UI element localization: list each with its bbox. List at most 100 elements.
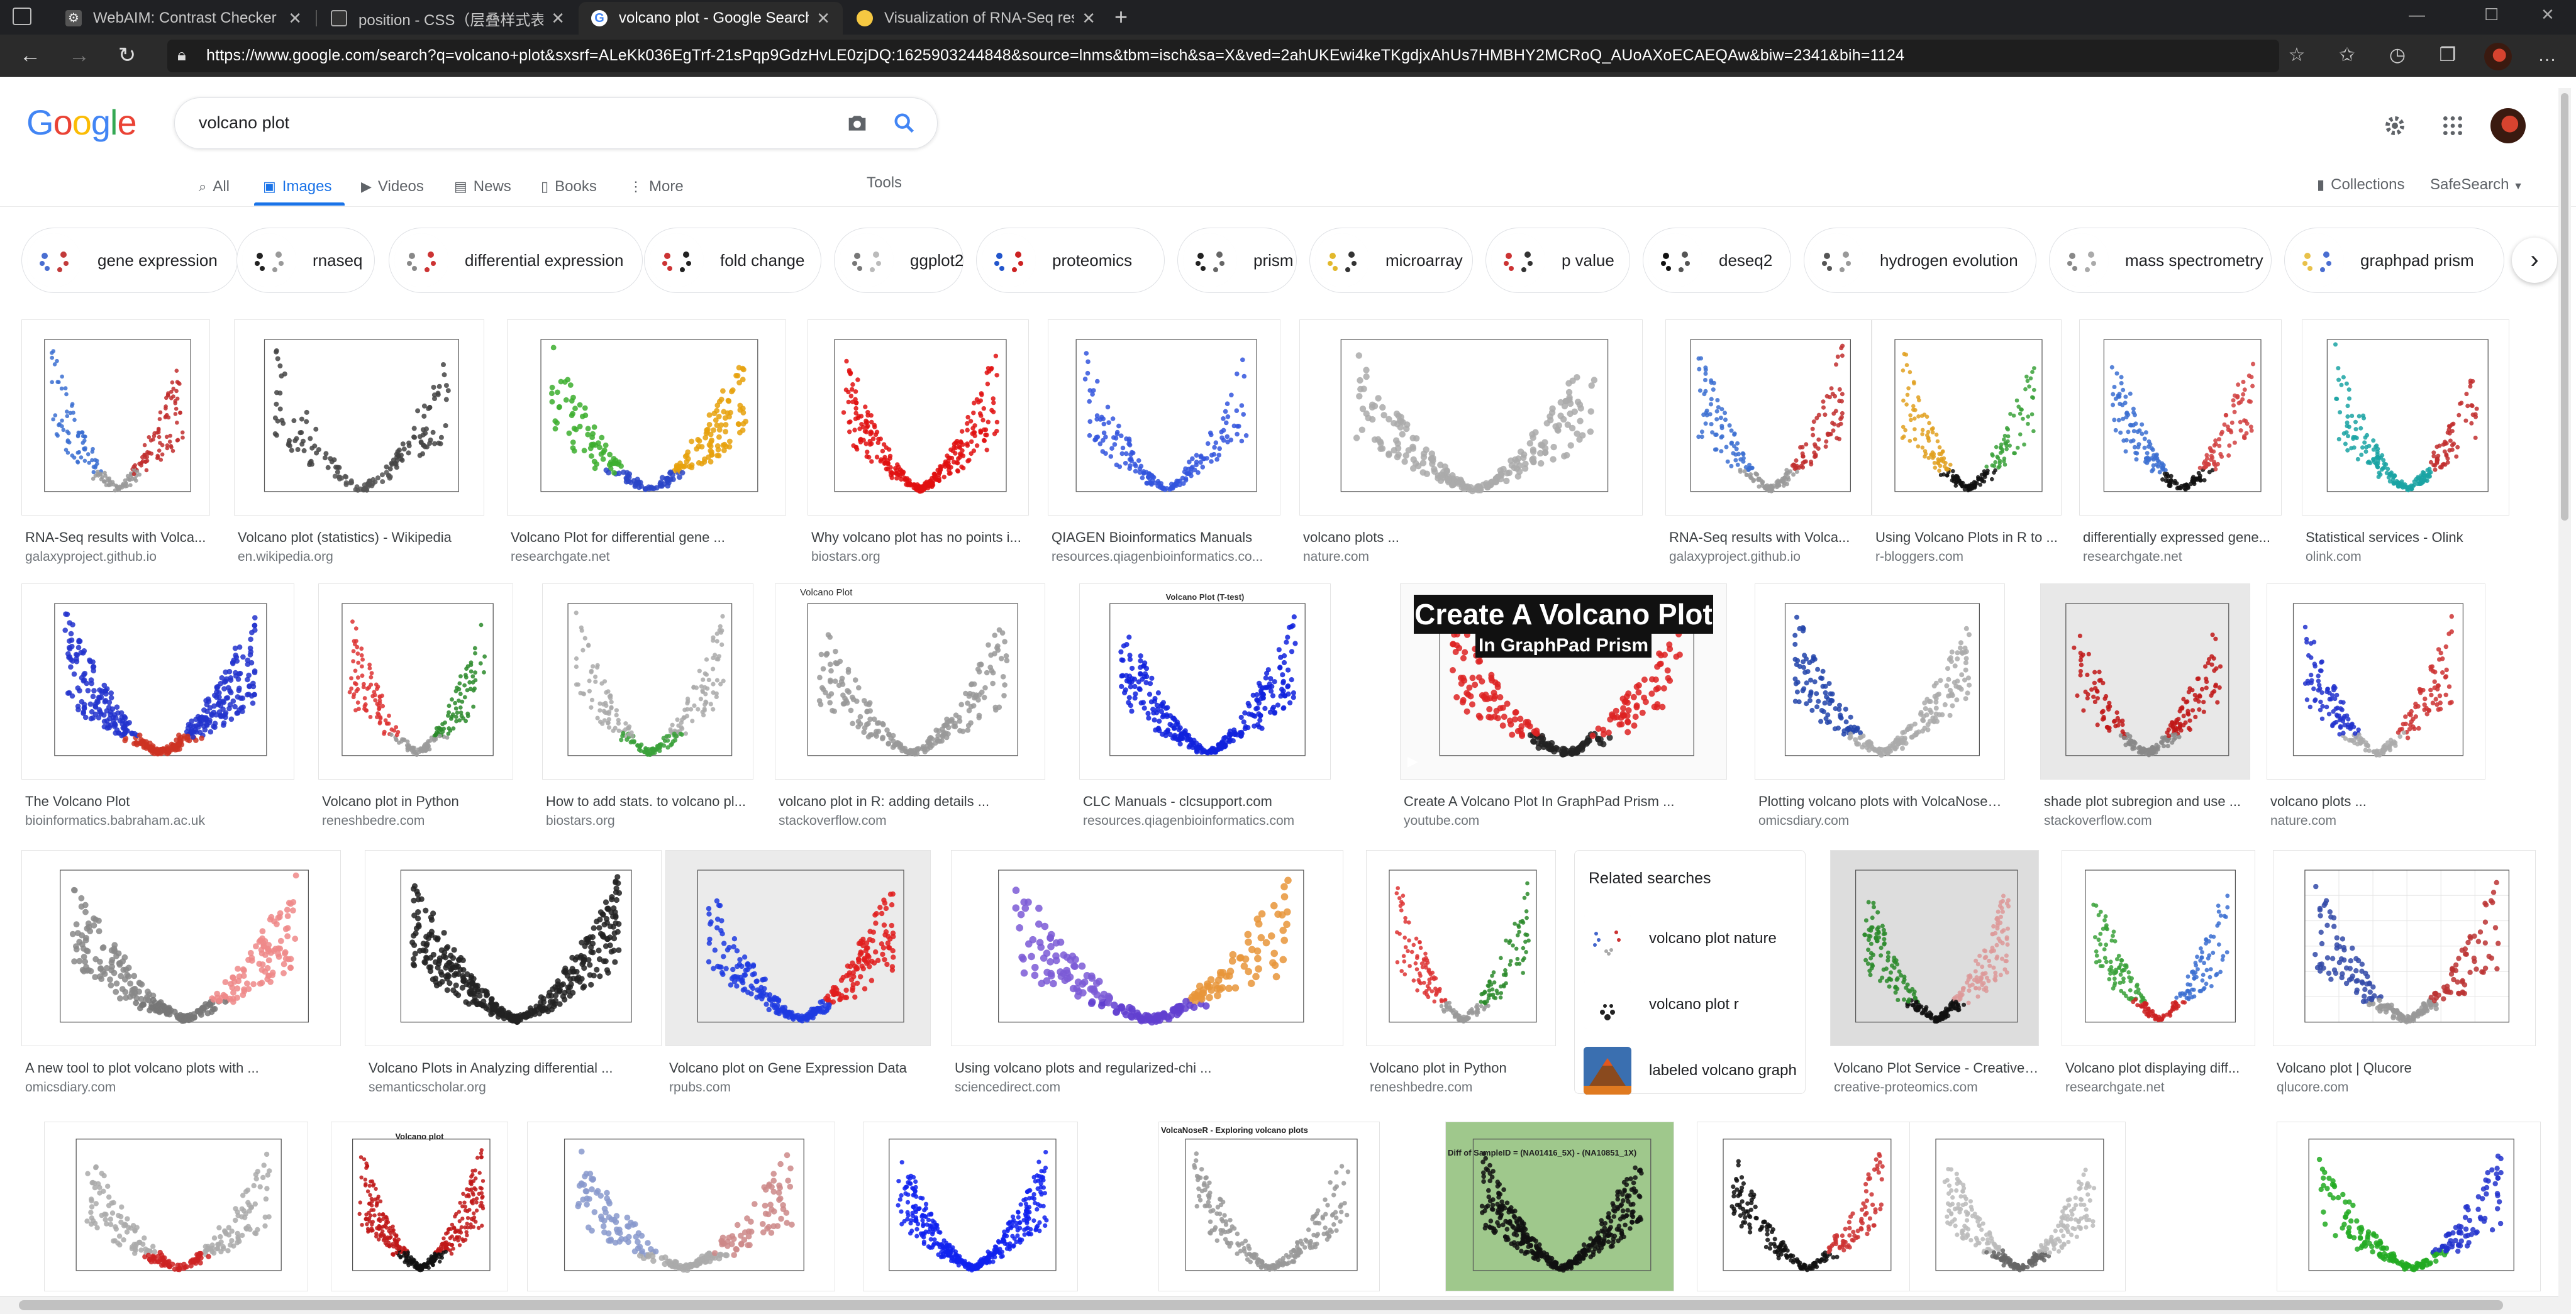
- chip-proteomics[interactable]: proteomics: [976, 228, 1165, 293]
- chip-hydrogen-evolution[interactable]: hydrogen evolution: [1804, 228, 2036, 293]
- result-title[interactable]: QIAGEN Bioinformatics Manuals: [1052, 529, 1253, 545]
- safesearch-button[interactable]: SafeSearch ▼: [2430, 176, 2523, 194]
- chevron-right-icon[interactable]: ›: [2512, 238, 2557, 283]
- result-title[interactable]: Volcano plot (statistics) - Wikipedia: [238, 529, 452, 545]
- image-result[interactable]: Using Volcano Plots in R to ... r-blogger…: [1872, 319, 2062, 585]
- related-item-volcano-plot-r[interactable]: volcano plot r: [1584, 976, 1797, 1033]
- chip-differential-expression[interactable]: differential expression: [389, 228, 643, 293]
- result-thumbnail[interactable]: [665, 850, 931, 1046]
- result-thumbnail[interactable]: [2273, 850, 2536, 1046]
- refresh-icon[interactable]: ↻: [118, 43, 136, 67]
- related-item-labeled-volcano-graph[interactable]: labeled volcano graph: [1584, 1042, 1797, 1099]
- result-title[interactable]: Volcano Plot for differential gene ...: [511, 529, 725, 545]
- image-result[interactable]: Volcano plot | Qlucore qlucore.com: [2273, 850, 2536, 1115]
- image-result[interactable]: [331, 1122, 508, 1291]
- image-result[interactable]: Volcano plot (statistics) - Wikipedia en.…: [234, 319, 484, 585]
- image-result[interactable]: RNA-Seq results with Volca... galaxyproje…: [21, 319, 210, 585]
- minimize-icon[interactable]: —: [2409, 5, 2425, 24]
- image-result[interactable]: [1909, 1122, 2126, 1291]
- vertical-scrollbar-thumb[interactable]: [2561, 93, 2568, 521]
- chip-prism[interactable]: prism: [1177, 228, 1297, 293]
- image-result[interactable]: [527, 1122, 835, 1291]
- result-thumbnail[interactable]: [775, 583, 1045, 780]
- image-result[interactable]: Statistical services - Olink olink.com: [2302, 319, 2509, 585]
- tab-videos[interactable]: ▶ Videos: [361, 174, 424, 199]
- chip-mass-spectrometry[interactable]: mass spectrometry: [2049, 228, 2272, 293]
- tools-button[interactable]: Tools: [867, 174, 902, 191]
- result-title[interactable]: How to add stats. to volcano pl...: [546, 793, 746, 809]
- forward-arrow-icon[interactable]: →: [69, 43, 90, 67]
- search-box[interactable]: [174, 97, 938, 149]
- browser-tab-galaxy[interactable]: Visualization of RNA-Seq results ✕: [844, 2, 1108, 35]
- result-title[interactable]: Volcano plot | Qlucore: [2277, 1060, 2412, 1076]
- collections-button[interactable]: ▮ Collections: [2317, 176, 2405, 194]
- browser-tab-webaim[interactable]: ⚙ WebAIM: Contrast Checker ✕: [53, 2, 314, 35]
- image-result[interactable]: QIAGEN Bioinformatics Manuals resources.q…: [1048, 319, 1280, 585]
- image-result[interactable]: Volcano Plot Service - Creative ... creat…: [1830, 850, 2039, 1115]
- tab-actions-icon[interactable]: [13, 8, 31, 25]
- chip-rnaseq[interactable]: rnaseq: [236, 228, 375, 293]
- result-thumbnail[interactable]: [318, 583, 513, 780]
- account-avatar[interactable]: [2490, 108, 2526, 143]
- search-icon[interactable]: [892, 111, 917, 136]
- tab-all[interactable]: ⌕ All: [199, 174, 230, 199]
- image-result[interactable]: volcano plots ... nature.com: [2267, 583, 2485, 849]
- close-icon[interactable]: ✕: [816, 8, 830, 28]
- result-thumbnail[interactable]: [2062, 850, 2255, 1046]
- image-result[interactable]: [1445, 1122, 1674, 1291]
- result-thumbnail[interactable]: [2040, 583, 2250, 780]
- result-thumbnail[interactable]: [1299, 319, 1643, 516]
- image-result[interactable]: The Volcano Plot bioinformatics.babraham.…: [21, 583, 294, 849]
- result-thumbnail[interactable]: [1048, 319, 1280, 516]
- result-title[interactable]: Create A Volcano Plot In GraphPad Prism …: [1404, 793, 1675, 809]
- image-result[interactable]: [1697, 1122, 1913, 1291]
- result-title[interactable]: Using volcano plots and regularized-chi …: [955, 1060, 1212, 1076]
- image-result[interactable]: How to add stats. to volcano pl... biosta…: [542, 583, 753, 849]
- result-thumbnail[interactable]: [2079, 319, 2282, 516]
- chip-deseq2[interactable]: deseq2: [1643, 228, 1791, 293]
- result-thumbnail[interactable]: [951, 850, 1343, 1046]
- chip-fold-change[interactable]: fold change: [644, 228, 821, 293]
- image-result[interactable]: differentially expressed gene... research…: [2079, 319, 2282, 585]
- image-result[interactable]: Create A Volcano Plot In GraphPad Prism …: [1400, 583, 1727, 849]
- result-thumbnail[interactable]: [21, 583, 294, 780]
- result-title[interactable]: A new tool to plot volcano plots with ..…: [25, 1060, 259, 1076]
- tab-news[interactable]: ▤ News: [454, 174, 511, 199]
- result-thumbnail[interactable]: [808, 319, 1029, 516]
- result-title[interactable]: Volcano plot on Gene Expression Data: [669, 1060, 907, 1076]
- image-result[interactable]: Volcano plot on Gene Expression Data rpub…: [665, 850, 931, 1115]
- result-thumbnail[interactable]: [507, 319, 786, 516]
- chip-p-value[interactable]: p value: [1485, 228, 1630, 293]
- result-thumbnail[interactable]: [1079, 583, 1331, 780]
- tab-books[interactable]: ▯ Books: [541, 174, 597, 199]
- image-result[interactable]: shade plot subregion and use ... stackove…: [2040, 583, 2250, 849]
- result-title[interactable]: Volcano plot in Python: [322, 793, 459, 809]
- result-title[interactable]: volcano plots ...: [1303, 529, 1399, 545]
- result-thumbnail[interactable]: [2277, 1122, 2541, 1291]
- result-title[interactable]: Statistical services - Olink: [2306, 529, 2463, 545]
- image-result[interactable]: Volcano Plots in Analyzing differential …: [365, 850, 662, 1115]
- image-result[interactable]: Plotting volcano plots with VolcaNoseR .…: [1755, 583, 2005, 849]
- result-title[interactable]: RNA-Seq results with Volca...: [1669, 529, 1850, 545]
- result-title[interactable]: differentially expressed gene...: [2083, 529, 2270, 545]
- image-result[interactable]: Volcano plot in Python reneshbedre.com: [318, 583, 513, 849]
- favorites-icon[interactable]: ✩: [2339, 45, 2355, 65]
- tab-more[interactable]: ⋮ More: [629, 174, 684, 199]
- result-title[interactable]: Volcano Plot Service - Creative ...: [1834, 1060, 2039, 1076]
- result-thumbnail[interactable]: [1872, 319, 2062, 516]
- result-title[interactable]: Plotting volcano plots with VolcaNoseR .…: [1758, 793, 2005, 809]
- result-thumbnail[interactable]: [21, 850, 341, 1046]
- address-bar[interactable]: [167, 40, 2279, 72]
- star-add-favorite-icon[interactable]: ☆: [2288, 45, 2306, 65]
- history-icon[interactable]: ◷: [2389, 45, 2406, 65]
- chip-graphpad-prism[interactable]: graphpad prism: [2284, 228, 2504, 293]
- result-thumbnail[interactable]: [21, 319, 210, 516]
- apps-grid-icon[interactable]: [2440, 113, 2465, 138]
- result-thumbnail[interactable]: [2302, 319, 2509, 516]
- collections-icon[interactable]: ❐: [2439, 45, 2457, 65]
- image-result[interactable]: volcano plots ... nature.com: [1299, 319, 1643, 585]
- result-title[interactable]: volcano plot in R: adding details ...: [779, 793, 990, 809]
- image-result[interactable]: [1158, 1122, 1380, 1291]
- maximize-icon[interactable]: ☐: [2484, 5, 2499, 24]
- image-result[interactable]: [2277, 1122, 2541, 1291]
